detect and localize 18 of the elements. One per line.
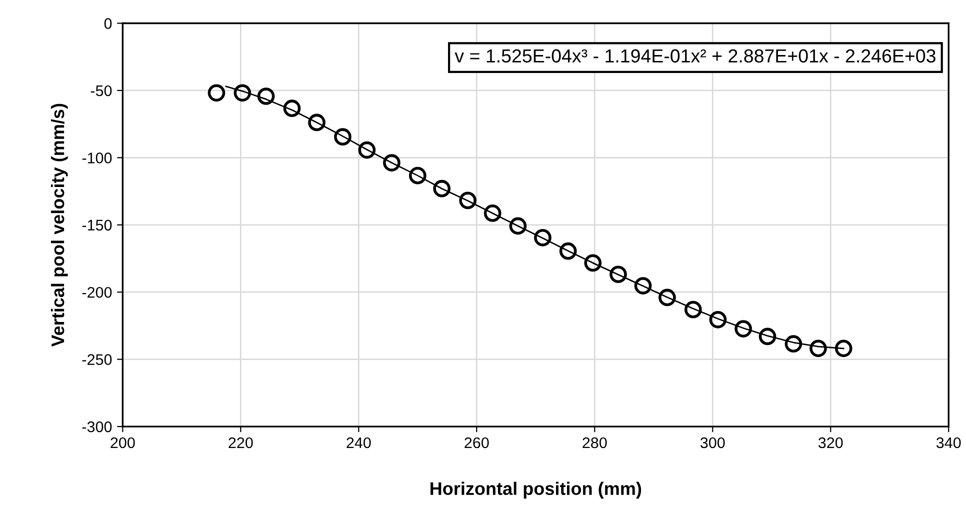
y-tick-label: -250	[82, 354, 112, 365]
x-tick-label: 200	[110, 437, 135, 448]
x-tick-label: 220	[228, 437, 253, 448]
annotation: v = 1.525E-04x³ - 1.194E-01x² + 2.887E+01x - 2.246E+03	[454, 49, 936, 63]
x-tick-label: 340	[936, 437, 961, 448]
x-tick-label: 240	[346, 437, 371, 448]
y-tick-label: -50	[90, 85, 112, 96]
x-tick-label: 300	[700, 437, 725, 448]
y-tick-label: -300	[82, 421, 112, 432]
x-tick-label: 280	[582, 437, 607, 448]
x-tick-label: 320	[818, 437, 843, 448]
y-tick-label: -150	[82, 220, 112, 231]
y-axis-title: Vertical pool velocity (mm/s)	[50, 104, 68, 347]
y-tick-label: 0	[104, 18, 112, 29]
x-tick-label: 260	[464, 437, 489, 448]
y-tick-label: -100	[82, 152, 112, 164]
x-axis-title: Horizontal position (mm)	[430, 482, 642, 499]
y-tick-label: -200	[82, 286, 112, 298]
